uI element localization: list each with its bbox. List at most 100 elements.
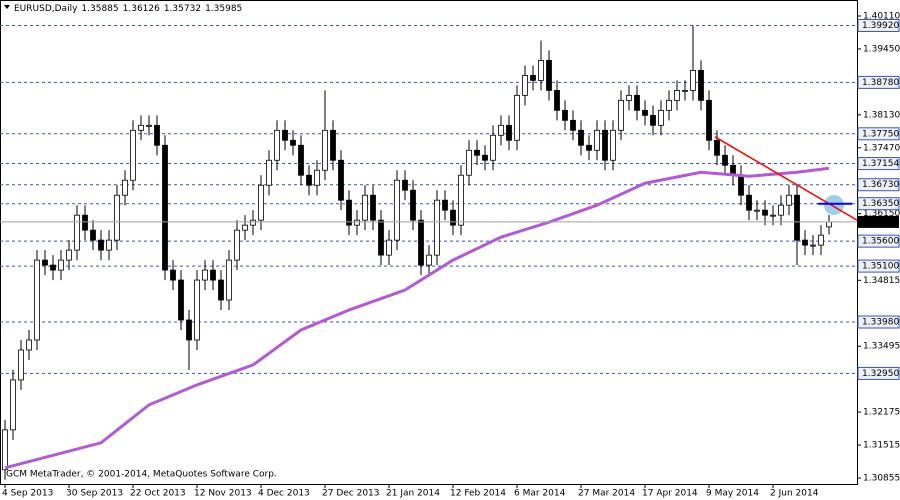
- candle-body: [298, 144, 304, 176]
- candle-body: [146, 124, 152, 127]
- candle-body: [714, 139, 720, 156]
- y-tick-label: 1.32175: [863, 408, 900, 418]
- level-label: 1.37750: [862, 129, 899, 139]
- candle-body: [370, 194, 376, 221]
- candle-body: [458, 174, 464, 226]
- candle-body: [258, 184, 264, 221]
- candle-body: [210, 269, 216, 281]
- x-tick-label: 4 Sep 2013: [2, 489, 53, 499]
- open-value: 1.35885: [81, 4, 118, 14]
- level-label-box: [857, 178, 900, 192]
- candle-body: [698, 70, 704, 101]
- candle-body: [234, 229, 240, 261]
- x-tick-label: 12 Nov 2013: [194, 489, 252, 499]
- candle-body: [394, 179, 400, 241]
- candle-body: [690, 70, 696, 91]
- x-tick-label: 21 Jan 2014: [386, 489, 440, 499]
- candle-body: [514, 94, 520, 141]
- x-tick-label: 17 Apr 2014: [642, 489, 698, 499]
- level-label-box: [857, 18, 900, 32]
- candle-body: [186, 319, 192, 341]
- menu-arrow: [4, 5, 10, 9]
- high-value: 1.36126: [123, 4, 160, 14]
- level-label-box: [857, 315, 900, 329]
- x-tick-label: 4 Dec 2013: [258, 489, 310, 499]
- candle-body: [738, 174, 744, 196]
- candle-body: [274, 129, 280, 161]
- candle-body: [74, 214, 80, 251]
- candle-body: [474, 149, 480, 156]
- level-label-box: [857, 127, 900, 141]
- candle-body: [402, 179, 408, 191]
- candle-body: [218, 279, 224, 301]
- candle-body: [98, 239, 104, 251]
- candle-body: [202, 269, 208, 281]
- candle-body: [530, 74, 536, 81]
- candle-body: [18, 349, 24, 381]
- x-tick-label: 22 Oct 2013: [130, 489, 186, 499]
- candle-body: [650, 114, 656, 126]
- x-tick-label: 6 Mar 2014: [514, 489, 566, 499]
- candle-body: [610, 129, 616, 161]
- y-tick-label: 1.37470: [863, 143, 900, 153]
- x-tick-label: 27 Mar 2014: [578, 489, 635, 499]
- candle-body: [762, 209, 768, 216]
- x-tick-label: 9 May 2014: [706, 489, 759, 499]
- candle-body: [26, 339, 32, 351]
- candle-body: [66, 249, 72, 261]
- overlay-line: [714, 136, 858, 221]
- candle-body: [754, 209, 760, 212]
- overlay-line: [4, 166, 830, 470]
- x-tick-label: 27 Dec 2013: [322, 489, 380, 499]
- candle-body: [154, 124, 160, 146]
- level-label: 1.36730: [862, 180, 899, 190]
- candle-body: [122, 179, 128, 196]
- symbol: EURUSD,Daily: [14, 4, 78, 14]
- close-value: 1.35985: [205, 4, 242, 14]
- candle-body: [282, 129, 288, 141]
- candle-body: [306, 174, 312, 186]
- candle-body: [106, 239, 112, 251]
- candle-body: [290, 139, 296, 146]
- level-label: 1.35600: [862, 237, 899, 247]
- candle-body: [586, 144, 592, 151]
- candle-body: [554, 89, 560, 111]
- low-value: 1.35732: [164, 4, 201, 14]
- candle-body: [810, 244, 816, 247]
- level-label: 1.35100: [862, 262, 899, 272]
- candle-body: [226, 259, 232, 301]
- candle-body: [434, 199, 440, 256]
- candle-body: [90, 229, 96, 241]
- candle-body: [426, 254, 432, 266]
- chart-header: EURUSD,Daily 1.35885 1.36126 1.35732 1.35985: [14, 4, 242, 14]
- candle-body: [666, 99, 672, 111]
- candle-body: [818, 234, 824, 246]
- footer: GCM MetaTrader, © 2001-2014, MetaQuotes …: [6, 470, 277, 480]
- x-tick-label: 30 Sep 2013: [66, 489, 123, 499]
- level-label-box: [857, 157, 900, 171]
- candle-body: [794, 194, 800, 241]
- price-label: 1.35985: [862, 217, 899, 227]
- plot-frame: [0, 0, 858, 485]
- level-label: 1.38780: [862, 78, 899, 88]
- candle-body: [162, 144, 168, 271]
- candle-body: [442, 199, 448, 211]
- candle-body: [490, 134, 496, 161]
- y-tick-label: 1.38130: [863, 110, 900, 120]
- x-tick-label: 12 Feb 2014: [450, 489, 506, 499]
- candle-body: [770, 214, 776, 217]
- level-label-box: [857, 197, 900, 211]
- candle-body: [618, 99, 624, 131]
- y-tick-label: 1.33495: [863, 342, 900, 352]
- candle-body: [386, 239, 392, 256]
- candle-body: [682, 89, 688, 92]
- candle-body: [34, 259, 40, 341]
- candle-body: [674, 89, 680, 101]
- candle-body: [354, 219, 360, 226]
- candle-body: [130, 129, 136, 181]
- y-tick-label: 1.34815: [863, 276, 900, 286]
- candle-body: [2, 429, 8, 471]
- level-label-box: [857, 75, 900, 89]
- candle-body: [338, 159, 344, 201]
